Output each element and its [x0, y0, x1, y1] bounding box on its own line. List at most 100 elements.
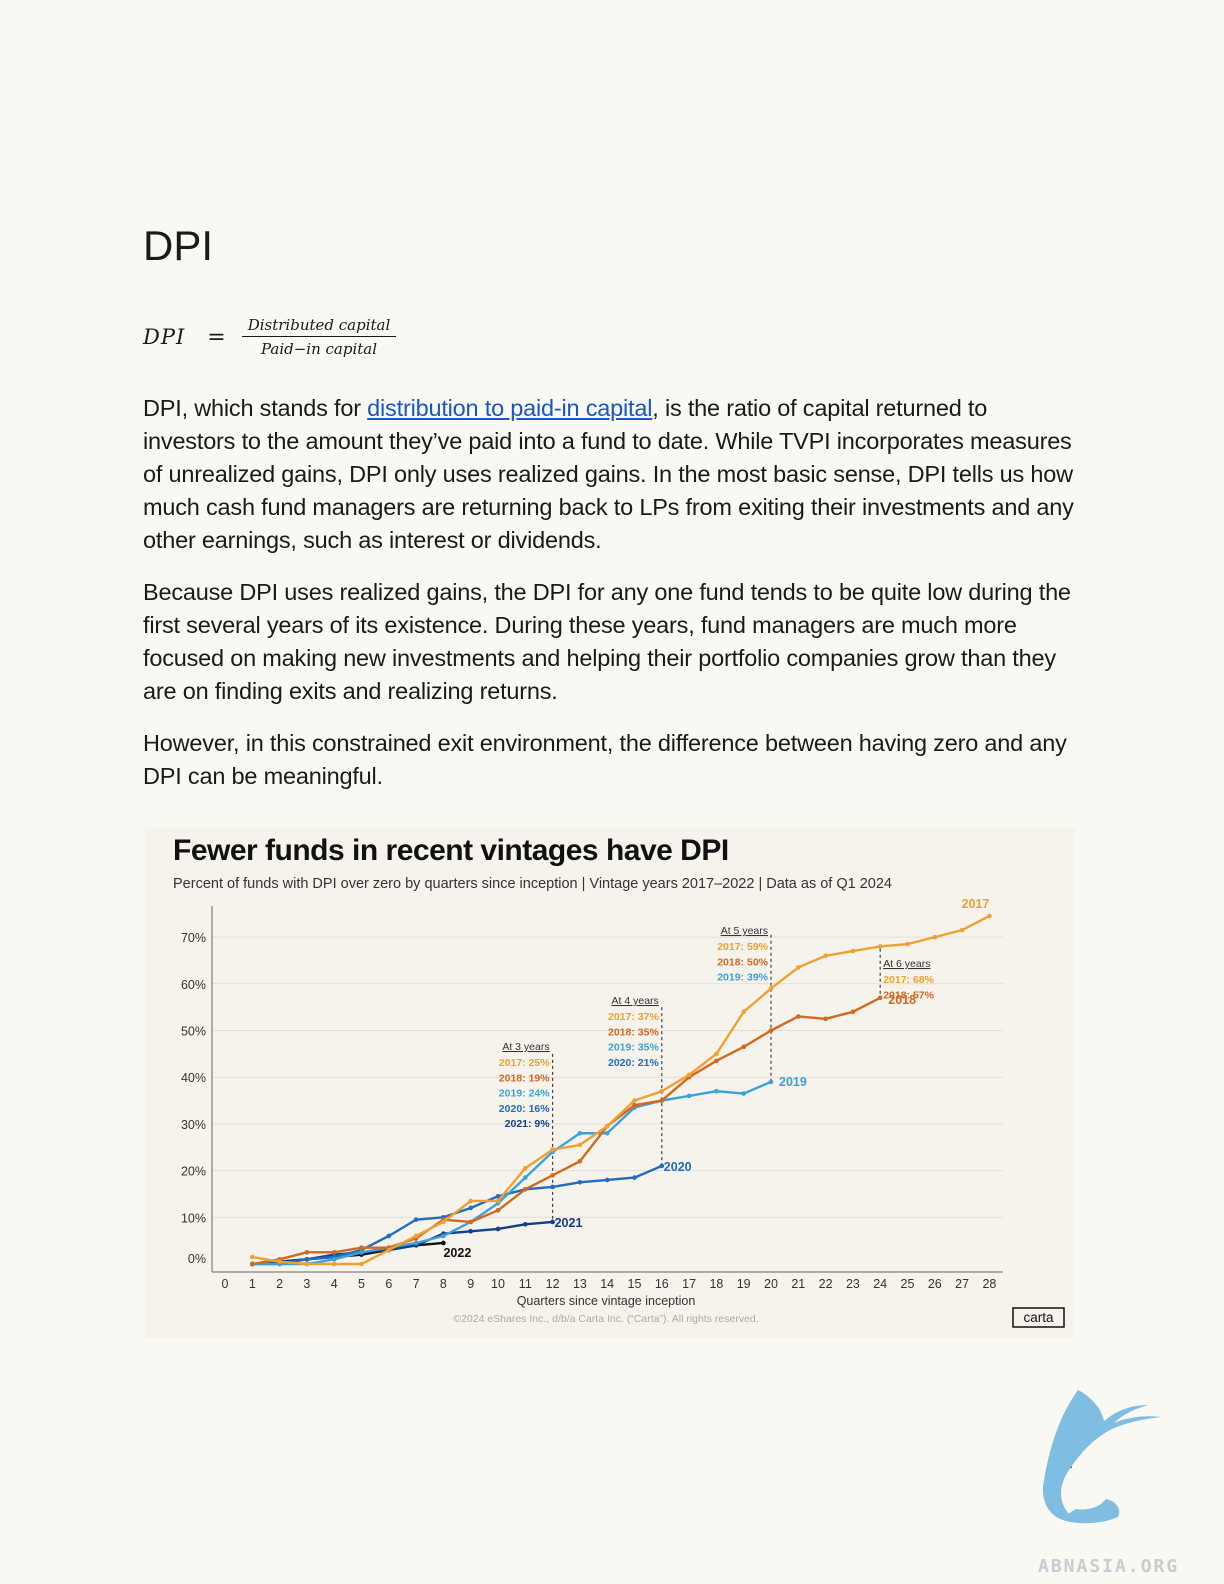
body-text: DPI, which stands for distribution to pa…: [143, 392, 1083, 812]
data-point-2019: [331, 1257, 337, 1262]
x-tick-label: 17: [682, 1277, 696, 1291]
formula-equals: =: [207, 324, 226, 350]
data-point-2019: [768, 1079, 774, 1085]
dpi-definition-link[interactable]: distribution to paid-in capital: [367, 395, 653, 421]
carta-logo-box: [1012, 1307, 1065, 1328]
annotation-value: 2017: 25%: [499, 1057, 550, 1069]
data-point-2017: [386, 1247, 392, 1253]
data-point-2017: [277, 1259, 282, 1264]
annotation-value: 2019: 35%: [608, 1042, 659, 1054]
data-point-2017: [632, 1098, 637, 1103]
data-point-2019: [523, 1175, 528, 1180]
data-point-2020: [659, 1163, 665, 1169]
data-point-2018: [659, 1098, 665, 1103]
data-point-2018: [250, 1261, 255, 1267]
paragraph-exit-environment: However, in this constrained exit enviro…: [143, 730, 1067, 789]
chart-title: Fewer funds in recent vintages have DPI: [173, 834, 729, 867]
data-point-2019: [413, 1240, 419, 1246]
data-point-2020: [632, 1175, 637, 1180]
x-tick-label: 24: [873, 1277, 887, 1291]
data-point-2017: [550, 1147, 555, 1152]
data-point-2020: [386, 1233, 392, 1239]
data-point-2018: [468, 1219, 474, 1225]
data-point-2018: [495, 1207, 501, 1213]
x-tick-label: 19: [737, 1277, 751, 1291]
data-point-2017: [877, 944, 883, 949]
data-point-2020: [413, 1217, 419, 1222]
series-label-2022: 2022: [443, 1246, 471, 1260]
copyright-text: ©2024 eShares Inc., d/b/a Carta Inc. (“C…: [453, 1313, 758, 1325]
formula-numerator: Distributed capital: [241, 316, 397, 337]
x-tick-label: 9: [467, 1277, 474, 1291]
x-tick-label: 13: [573, 1277, 587, 1291]
data-point-2019: [359, 1250, 364, 1255]
data-point-2018: [359, 1245, 364, 1250]
x-tick-label: 28: [982, 1277, 996, 1291]
data-point-2018: [632, 1102, 637, 1108]
x-tick-label: 12: [546, 1277, 560, 1291]
y-tick-label: 40%: [181, 1071, 206, 1085]
formula-fraction: Distributed capital Paid−in capital: [241, 316, 397, 358]
data-point-2018: [714, 1058, 719, 1064]
series-label-2021: 2021: [555, 1216, 583, 1230]
data-point-2020: [468, 1205, 474, 1211]
x-tick-label: 3: [303, 1277, 310, 1291]
data-point-2017: [850, 948, 856, 954]
carta-logo-text: carta: [1023, 1310, 1054, 1325]
annotation-value: 2019: 24%: [499, 1088, 550, 1100]
data-point-2019: [686, 1093, 692, 1099]
dpi-chart-card: Fewer funds in recent vintages have DPI …: [145, 828, 1075, 1338]
y-tick-label: 50%: [181, 1025, 206, 1039]
data-point-2017: [959, 927, 965, 933]
data-point-2017: [441, 1219, 446, 1225]
data-point-2017: [468, 1198, 474, 1204]
data-point-2019: [441, 1233, 446, 1239]
x-tick-label: 0: [222, 1277, 229, 1291]
paragraph-definition-lead: DPI, which stands for: [143, 395, 368, 421]
data-point-2017: [604, 1123, 610, 1129]
dpi-line-chart: 0%10%20%30%40%50%60%70%0 1 2 3 4 5 6 7 8 9 10 11 12 1…: [181, 897, 1065, 1328]
x-tick-label: 18: [709, 1277, 723, 1291]
annotation-value: 2018: 57%: [883, 989, 934, 1001]
y-tick-label: 0%: [188, 1252, 206, 1266]
data-point-2020: [577, 1179, 583, 1185]
annotation-value: 2018: 35%: [608, 1026, 659, 1038]
x-tick-label: 22: [819, 1277, 833, 1291]
formula-lhs: DPI: [143, 325, 186, 349]
data-point-2018: [823, 1016, 828, 1022]
chart-subtitle: Percent of funds with DPI over zero by q…: [173, 876, 892, 892]
data-point-2017: [905, 941, 910, 947]
paragraph-definition-rest: , is the ratio of capital returned to in…: [143, 395, 1074, 553]
data-point-2022: [441, 1240, 446, 1246]
data-point-2017: [741, 1009, 746, 1015]
x-tick-label: 2: [276, 1277, 283, 1291]
annotation-header: At 4 years: [612, 995, 659, 1007]
data-point-2018: [331, 1250, 337, 1255]
data-point-2017: [413, 1233, 419, 1239]
x-tick-label: 4: [331, 1277, 338, 1291]
data-point-2017: [359, 1261, 364, 1267]
annotation-value: 2020: 21%: [608, 1057, 659, 1069]
data-point-2019: [714, 1088, 719, 1094]
data-point-2017: [495, 1198, 501, 1204]
x-tick-label: 6: [385, 1277, 392, 1291]
y-tick-label: 60%: [181, 978, 206, 992]
data-point-2019: [604, 1130, 610, 1136]
data-point-2017: [304, 1261, 310, 1267]
data-point-2020: [304, 1257, 310, 1262]
data-point-2017: [250, 1254, 255, 1260]
data-point-2020: [604, 1177, 610, 1183]
data-point-2018: [304, 1250, 310, 1255]
x-tick-label: 21: [791, 1277, 805, 1291]
annotation-value: 2017: 37%: [608, 1011, 659, 1023]
data-point-2017: [714, 1051, 719, 1057]
annotation-header: At 3 years: [502, 1041, 549, 1053]
x-tick-label: 15: [628, 1277, 642, 1291]
y-tick-label: 10%: [181, 1211, 206, 1225]
x-tick-label: 7: [413, 1277, 420, 1291]
data-point-2021: [523, 1222, 528, 1227]
data-point-2017: [987, 913, 992, 919]
y-tick-label: 30%: [181, 1118, 206, 1132]
data-point-2017: [686, 1072, 692, 1078]
x-axis-label: Quarters since vintage inception: [517, 1294, 696, 1308]
